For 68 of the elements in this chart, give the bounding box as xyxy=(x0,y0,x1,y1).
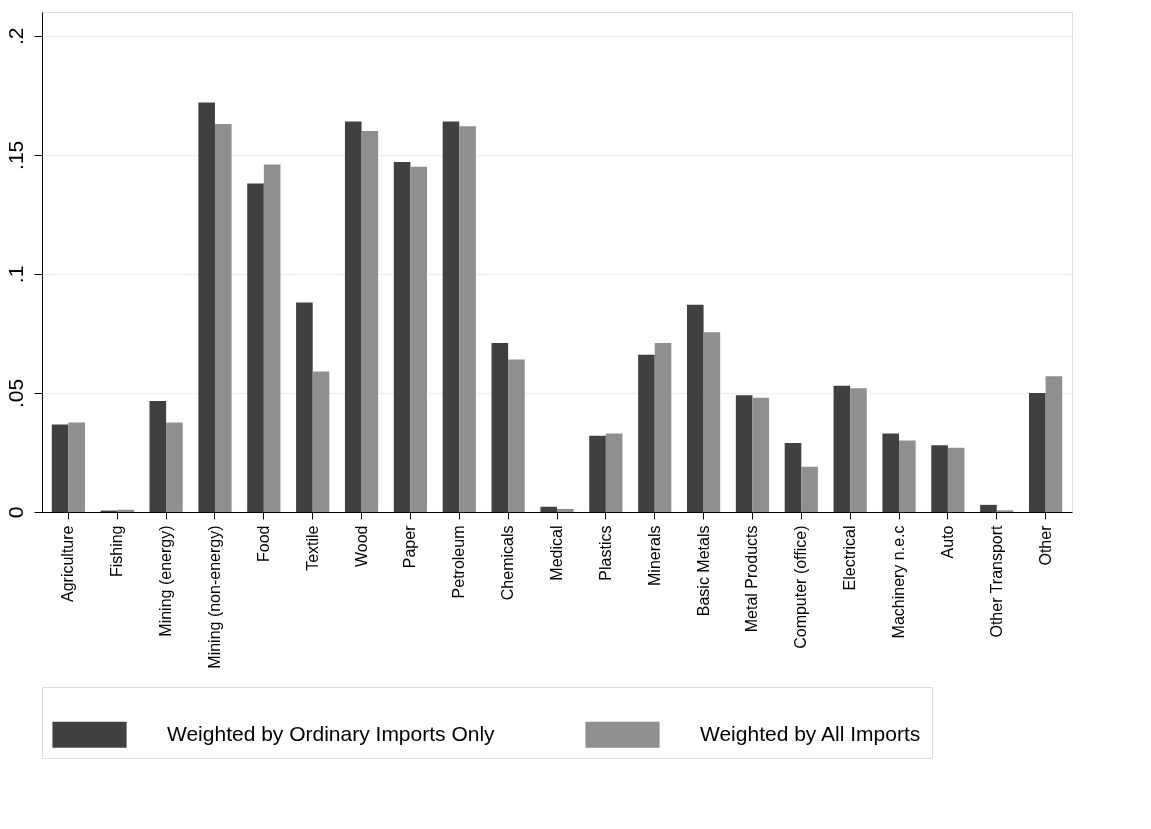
x-tick-label: Medical xyxy=(548,525,565,581)
bar xyxy=(344,121,362,512)
bar xyxy=(850,388,867,512)
bar xyxy=(540,506,557,512)
bar xyxy=(508,359,525,512)
y-tick-label: .1 xyxy=(3,265,27,284)
bar xyxy=(735,395,753,512)
bar xyxy=(654,342,672,512)
bar xyxy=(442,121,460,512)
x-tick-label: Fishing xyxy=(108,525,126,578)
y-tick-label: .2 xyxy=(3,27,27,46)
x-tick-label: Metal Products xyxy=(743,525,761,633)
x-tick-label: Textile xyxy=(303,525,321,571)
bar xyxy=(638,354,655,512)
bar xyxy=(393,162,411,512)
bar xyxy=(296,302,313,512)
bar xyxy=(833,385,851,512)
x-tick-label: Paper xyxy=(401,524,419,569)
bar xyxy=(703,332,721,512)
x-tick-label: Electrical xyxy=(841,525,859,591)
bar xyxy=(589,435,606,512)
bar xyxy=(51,424,69,512)
bar xyxy=(117,509,134,512)
bar xyxy=(149,401,167,512)
bar xyxy=(410,166,428,512)
x-tick-label: Other xyxy=(1036,524,1054,566)
x-tick-label: Mining (energy) xyxy=(157,525,175,637)
bar xyxy=(686,304,704,512)
x-tick-label: Plastics xyxy=(596,525,614,581)
bar xyxy=(166,422,183,512)
bar xyxy=(557,508,574,512)
y-tick-label: .05 xyxy=(3,378,27,409)
y-tick-label: 0 xyxy=(3,506,27,519)
bar xyxy=(361,131,379,512)
x-tick-label: Computer (office) xyxy=(792,525,810,649)
x-tick-label: Machinery n.e.c xyxy=(890,525,908,639)
x-tick-label: Basic Metals xyxy=(694,525,712,617)
bar xyxy=(247,183,264,512)
bar xyxy=(931,445,948,512)
x-tick-label: Other Transport xyxy=(987,524,1005,638)
bar xyxy=(1029,392,1046,512)
bar xyxy=(882,433,900,512)
bar xyxy=(801,466,818,512)
x-tick-label: Auto xyxy=(938,525,956,559)
legend-label: Weighted by Ordinary Imports Only xyxy=(167,721,496,745)
x-tick-label: Wood xyxy=(352,525,370,568)
bar xyxy=(784,442,802,512)
bar xyxy=(198,102,215,512)
bar xyxy=(68,422,85,512)
bar xyxy=(752,397,770,512)
bar xyxy=(899,440,916,512)
bar xyxy=(263,164,281,512)
x-tick-label: Food xyxy=(254,525,272,562)
x-tick-label: Mining (non-energy) xyxy=(205,525,223,669)
bar xyxy=(1045,376,1063,512)
x-tick-label: Chemicals xyxy=(499,525,517,601)
bar xyxy=(947,447,965,512)
x-tick-label: Minerals xyxy=(645,525,663,586)
bar xyxy=(605,433,623,512)
x-tick-label: Petroleum xyxy=(450,525,468,599)
bar xyxy=(312,371,330,512)
bar xyxy=(491,342,509,512)
y-tick-label: .15 xyxy=(3,140,27,170)
bar xyxy=(214,123,232,512)
x-tick-label: Agriculture xyxy=(59,525,77,602)
bar xyxy=(459,126,476,512)
bar xyxy=(980,504,997,512)
legend-label: Weighted by All Imports xyxy=(700,721,921,745)
